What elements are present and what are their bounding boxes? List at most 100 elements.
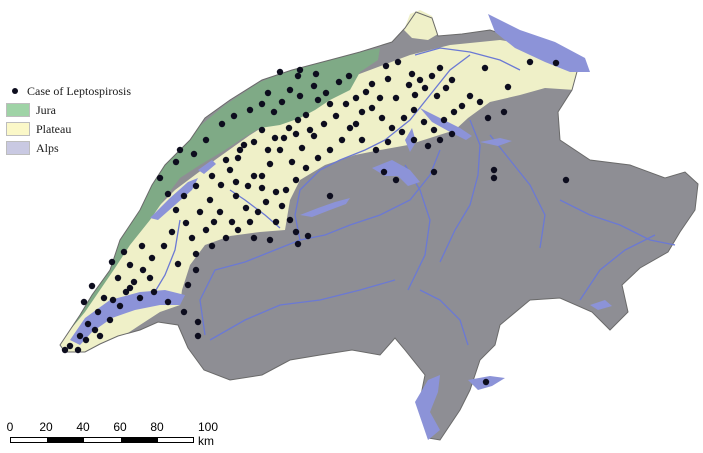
case-marker — [342, 100, 350, 108]
case-marker — [306, 126, 314, 134]
case-marker — [164, 190, 172, 198]
case-marker — [130, 278, 138, 286]
case-marker — [194, 332, 202, 340]
case-marker — [433, 92, 441, 100]
lake-thun-brienz — [300, 198, 350, 217]
case-marker — [74, 346, 82, 354]
rivers — [149, 47, 676, 346]
scale-bar: 0 20 40 60 80 100 km — [0, 420, 218, 450]
case-marker — [116, 302, 124, 310]
case-marker — [270, 108, 278, 116]
case-marker — [250, 172, 258, 180]
case-marker — [294, 116, 302, 124]
case-marker — [240, 141, 248, 149]
case-marker — [190, 150, 198, 158]
case-marker — [246, 218, 254, 226]
case-marker — [232, 192, 240, 200]
case-marker — [250, 234, 258, 242]
case-marker — [410, 106, 418, 114]
scale-tick-20: 20 — [39, 420, 53, 434]
case-marker — [184, 281, 192, 289]
case-marker — [292, 228, 300, 236]
case-marker — [80, 298, 88, 306]
case-marker — [271, 134, 279, 142]
case-marker — [304, 232, 312, 240]
case-marker — [232, 178, 240, 186]
case-marker — [552, 59, 560, 67]
case-marker — [442, 84, 450, 92]
case-marker — [372, 146, 380, 154]
case-marker — [322, 89, 330, 97]
case-marker — [314, 96, 322, 104]
case-marker — [500, 108, 508, 116]
case-marker — [234, 154, 242, 162]
case-marker — [280, 134, 288, 142]
case-marker — [222, 234, 230, 242]
case-marker — [210, 218, 218, 226]
case-marker — [285, 124, 293, 132]
case-marker — [216, 208, 224, 216]
case-marker — [91, 326, 99, 334]
case-marker — [476, 98, 484, 106]
case-marker — [504, 83, 512, 91]
lake-neuchatel — [150, 178, 198, 220]
case-marker — [302, 111, 310, 119]
lake-zurich — [420, 108, 472, 140]
case-marker — [345, 72, 353, 80]
case-marker — [450, 108, 458, 116]
jura-swatch — [6, 103, 30, 117]
case-marker — [160, 242, 168, 250]
case-marker — [358, 136, 366, 144]
case-marker — [380, 168, 388, 176]
case-marker — [272, 188, 280, 196]
case-marker — [146, 274, 154, 282]
case-marker — [352, 120, 360, 128]
case-marker — [242, 204, 250, 212]
case-marker — [108, 258, 116, 266]
plateau-region — [60, 40, 590, 362]
case-marker — [278, 202, 286, 210]
case-marker — [420, 118, 428, 126]
case-marker — [388, 124, 396, 132]
case-marker — [448, 76, 456, 84]
case-marker — [106, 316, 114, 324]
case-marker — [320, 120, 328, 128]
legend-label-plateau: Plateau — [36, 121, 72, 136]
case-marker — [246, 106, 254, 114]
case-marker — [217, 181, 225, 189]
case-marker — [192, 250, 200, 258]
case-marker — [430, 126, 438, 134]
case-marker — [258, 184, 266, 192]
case-marker — [250, 138, 258, 146]
case-marker — [258, 100, 266, 108]
case-marker — [562, 176, 570, 184]
scale-segment-dark-1 — [47, 438, 84, 442]
case-marker — [222, 156, 230, 164]
scale-bar-track — [10, 437, 194, 443]
case-marker — [226, 166, 234, 174]
case-marker — [416, 76, 424, 84]
case-marker — [126, 284, 134, 292]
case-marker — [208, 172, 216, 180]
case-marker — [410, 136, 418, 144]
scale-tick-0: 0 — [6, 420, 14, 434]
case-marker — [96, 332, 104, 340]
case-marker — [326, 100, 334, 108]
case-marker — [384, 75, 392, 83]
case-marker — [100, 294, 108, 302]
case-marker — [164, 298, 172, 306]
case-marker — [180, 308, 188, 316]
case-marker — [236, 146, 244, 154]
case-marker — [180, 192, 188, 200]
case-marker — [466, 92, 474, 100]
case-marker — [76, 332, 84, 340]
case-marker — [109, 296, 117, 304]
case-marker — [172, 158, 180, 166]
case-marker — [264, 146, 272, 154]
case-marker — [176, 146, 184, 154]
case-marker — [484, 114, 492, 122]
case-marker — [362, 88, 370, 96]
case-marker — [148, 254, 156, 262]
case-marker — [126, 261, 134, 269]
case-marker — [122, 288, 130, 296]
